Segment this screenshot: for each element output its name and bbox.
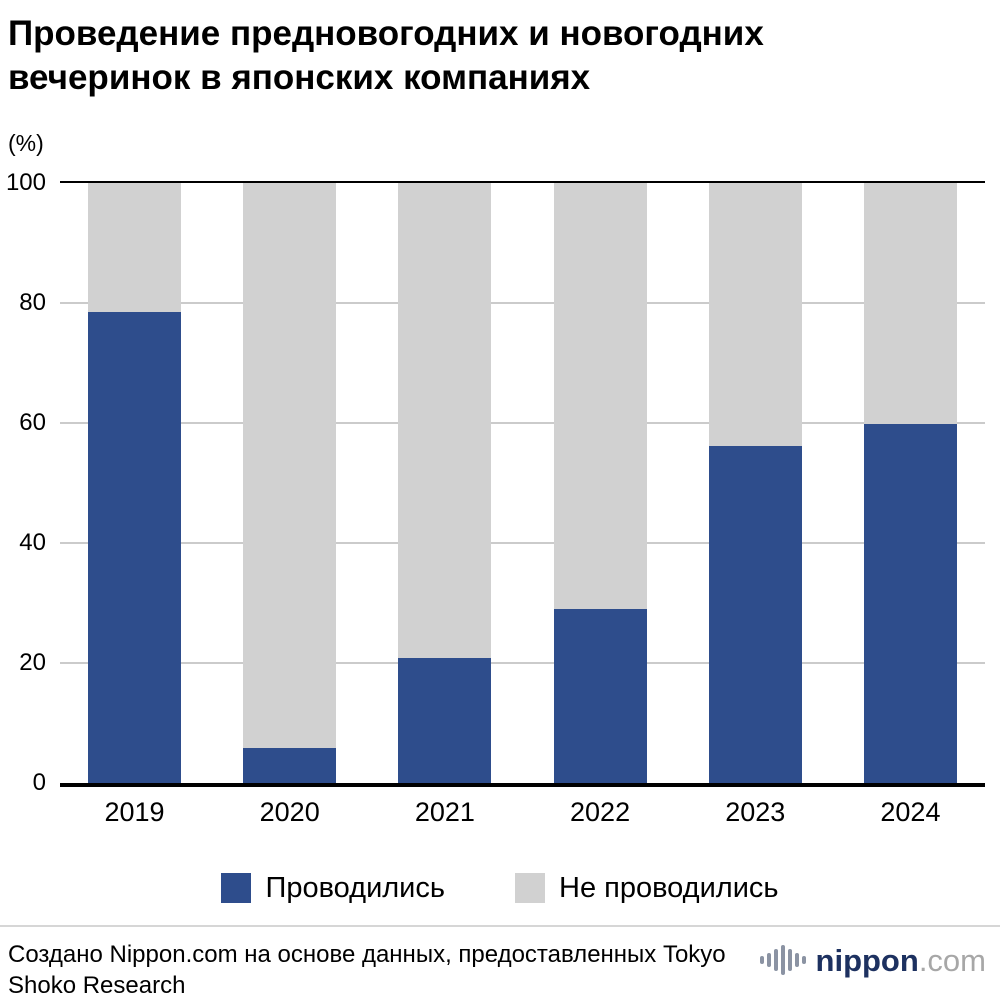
bar-2024 [863, 182, 957, 783]
legend-item-held: Проводились [221, 872, 445, 905]
logo-text: nippon.com [816, 945, 986, 976]
x-tick-label-2022: 2022 [570, 796, 631, 827]
legend-label-held: Проводились [265, 871, 445, 904]
y-axis-unit-label: (%) [8, 129, 44, 156]
chart-area: 0 20 40 60 80 100 [6, 170, 985, 794]
bar-2020 [243, 182, 337, 783]
nippon-com-logo: nippon.com [759, 945, 986, 976]
y-axis: 0 20 40 60 80 100 [0, 170, 46, 794]
bars-row [60, 182, 985, 783]
bar-segment-not-held-2023 [708, 182, 802, 446]
gridline-20 [60, 661, 985, 664]
legend-swatch-not-held [515, 873, 545, 903]
y-tick-label-20: 20 [19, 648, 46, 676]
y-tick-label-40: 40 [19, 528, 46, 556]
bar-segment-not-held-2019 [88, 182, 181, 312]
bar-segment-held-2023 [708, 445, 802, 783]
footer: Создано Nippon.com на основе данных, пре… [0, 924, 1000, 1001]
x-tick-label-2024: 2024 [880, 796, 941, 827]
source-attribution-text: Создано Nippon.com на основе данных, пре… [8, 940, 726, 999]
bar-segment-not-held-2021 [398, 182, 492, 659]
logo-text-com: .com [918, 942, 986, 978]
soundwave-bars-icon [759, 945, 806, 975]
y-tick-label-60: 60 [19, 408, 46, 436]
chart-title-line-1: Проведение предновогодних и новогодних [8, 14, 764, 53]
bar-segment-held-2021 [398, 658, 492, 783]
x-tick-label-2020: 2020 [259, 796, 320, 827]
y-tick-label-0: 0 [32, 768, 46, 796]
bar-segment-held-2020 [243, 748, 337, 783]
chart-title: Проведение предновогодних и новогодних в… [8, 12, 980, 100]
bar-segment-not-held-2024 [863, 182, 957, 425]
gridline-40 [60, 541, 985, 544]
y-tick-label-80: 80 [19, 288, 46, 316]
gridline-80 [60, 301, 985, 304]
bar-2023 [708, 182, 802, 783]
legend-label-not-held: Не проводились [559, 871, 779, 904]
chart-legend: Проводились Не проводились [0, 872, 1000, 905]
legend-swatch-held [221, 873, 252, 903]
legend-item-not-held: Не проводились [515, 872, 779, 905]
bar-2021 [398, 182, 492, 783]
x-tick-label-2021: 2021 [414, 796, 475, 827]
y-tick-label-100: 100 [5, 168, 46, 196]
bar-segment-held-2019 [88, 311, 181, 783]
plot-area: 0 20 40 60 80 100 [6, 170, 985, 794]
bar-segment-not-held-2020 [243, 182, 337, 749]
x-axis-labels: 2019 2020 2021 2022 2023 2024 [60, 797, 985, 828]
bar-segment-held-2024 [863, 424, 957, 783]
bar-2019 [88, 182, 181, 783]
chart-title-line-2: вечеринок в японских компаниях [8, 57, 591, 97]
gridline-60 [60, 421, 985, 424]
bar-segment-held-2022 [553, 609, 647, 783]
bar-2022 [553, 182, 647, 783]
x-tick-label-2019: 2019 [104, 796, 165, 827]
x-tick-label-2023: 2023 [725, 796, 786, 827]
bar-segment-not-held-2022 [553, 182, 647, 610]
logo-text-nippon: nippon [815, 942, 919, 978]
